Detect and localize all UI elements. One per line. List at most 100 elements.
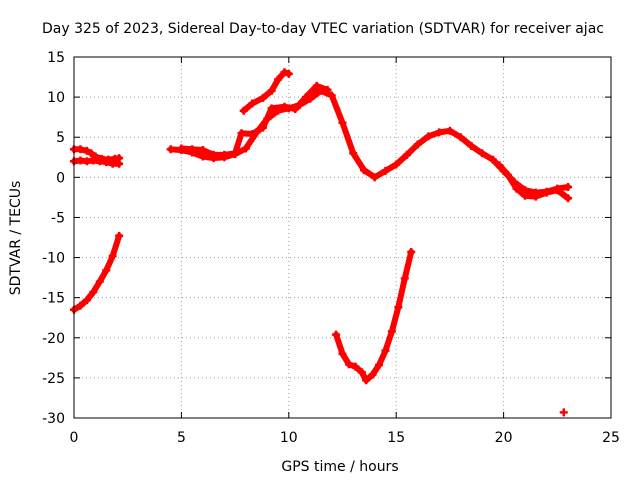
data-point bbox=[512, 184, 521, 193]
data-point bbox=[237, 129, 246, 138]
y-axis-title: SDTVAR / TECUs bbox=[8, 181, 24, 296]
y-tick-label: 5 bbox=[56, 130, 65, 146]
data-point bbox=[274, 75, 283, 84]
data-point bbox=[259, 93, 268, 102]
data-point bbox=[166, 145, 175, 154]
data-point bbox=[82, 296, 91, 305]
data-point bbox=[424, 132, 433, 141]
data-point bbox=[284, 69, 293, 78]
y-tick-label: -25 bbox=[42, 371, 65, 387]
data-point bbox=[87, 149, 96, 158]
data-point bbox=[115, 159, 124, 168]
data-point bbox=[445, 126, 454, 135]
data-point bbox=[344, 360, 353, 369]
series-arc-c-upper bbox=[177, 81, 332, 159]
data-point bbox=[392, 160, 401, 169]
data-point bbox=[280, 102, 289, 111]
data-point bbox=[76, 145, 85, 154]
data-point bbox=[381, 346, 390, 355]
data-point bbox=[291, 105, 300, 114]
data-point bbox=[402, 150, 411, 159]
data-point bbox=[495, 161, 504, 170]
x-tick-label: 15 bbox=[387, 430, 405, 446]
data-point bbox=[394, 303, 403, 312]
data-point bbox=[413, 140, 422, 149]
x-tick-label: 20 bbox=[495, 430, 513, 446]
data-point bbox=[102, 266, 111, 275]
x-tick-label: 5 bbox=[177, 430, 186, 446]
data-point bbox=[435, 128, 444, 137]
y-tick-label: -30 bbox=[42, 411, 65, 427]
series-arc-c-lower bbox=[495, 161, 573, 203]
data-point bbox=[467, 142, 476, 151]
y-tick-label: 10 bbox=[47, 90, 65, 106]
data-point bbox=[323, 85, 332, 94]
data-point bbox=[375, 361, 384, 370]
y-tick-label: -10 bbox=[42, 251, 65, 267]
data-point bbox=[188, 145, 197, 154]
data-point bbox=[553, 186, 562, 195]
grid-lines bbox=[74, 57, 611, 418]
data-point bbox=[521, 191, 530, 200]
x-tick-label: 10 bbox=[280, 430, 298, 446]
data-point bbox=[280, 68, 289, 77]
data-point bbox=[102, 158, 111, 167]
data-point bbox=[76, 301, 85, 310]
chart-title: Day 325 of 2023, Sidereal Day-to-day VTE… bbox=[42, 21, 604, 37]
data-point bbox=[177, 144, 186, 153]
series-arc-e bbox=[332, 247, 416, 385]
data-point bbox=[115, 231, 124, 240]
data-point bbox=[338, 118, 347, 127]
data-point bbox=[381, 166, 390, 175]
y-tick-label: -20 bbox=[42, 331, 65, 347]
data-point bbox=[478, 149, 487, 158]
y-tick-label: 15 bbox=[47, 50, 65, 66]
series-arc-b bbox=[70, 231, 124, 314]
data-point bbox=[332, 330, 341, 339]
data-point bbox=[82, 146, 91, 155]
x-axis-title: GPS time / hours bbox=[281, 459, 398, 475]
data-point bbox=[259, 123, 268, 132]
series-point-f bbox=[559, 408, 568, 417]
data-point bbox=[267, 86, 276, 95]
data-point bbox=[370, 173, 379, 182]
data-point bbox=[209, 150, 218, 159]
data-point bbox=[108, 251, 117, 260]
series-arc-a-lower bbox=[70, 156, 124, 168]
data-point bbox=[95, 277, 104, 286]
data-point bbox=[327, 91, 336, 100]
data-point bbox=[248, 99, 257, 108]
axis-ticks: 0 5 10 15 20 25 15 10 5 0 -5 -10 -15 -20 -25 -30 bbox=[42, 50, 620, 446]
y-tick-label: -5 bbox=[51, 210, 65, 226]
data-point bbox=[349, 149, 358, 158]
data-point bbox=[301, 93, 310, 102]
data-point bbox=[241, 144, 250, 153]
data-point bbox=[312, 81, 321, 90]
y-tick-label: -15 bbox=[42, 291, 65, 307]
data-point bbox=[387, 327, 396, 336]
data-point bbox=[531, 192, 540, 201]
series-line bbox=[71, 232, 123, 313]
data-point bbox=[338, 349, 347, 358]
x-tick-label: 0 bbox=[70, 430, 79, 446]
series-arc-d bbox=[239, 68, 293, 115]
data-point bbox=[231, 149, 240, 158]
data-point bbox=[239, 106, 248, 115]
data-point bbox=[407, 247, 416, 256]
data-point bbox=[368, 370, 377, 379]
x-tick-label: 25 bbox=[602, 430, 620, 446]
data-point bbox=[564, 182, 573, 191]
data-marks bbox=[70, 68, 573, 417]
data-point bbox=[400, 274, 409, 283]
data-point bbox=[248, 130, 257, 139]
data-point bbox=[488, 155, 497, 164]
data-point bbox=[359, 166, 368, 175]
data-point bbox=[564, 194, 573, 203]
data-point bbox=[362, 376, 371, 385]
data-point bbox=[559, 408, 568, 417]
data-point bbox=[220, 150, 229, 159]
plot-frame bbox=[73, 56, 612, 419]
data-point bbox=[89, 288, 98, 297]
data-point bbox=[198, 146, 207, 155]
